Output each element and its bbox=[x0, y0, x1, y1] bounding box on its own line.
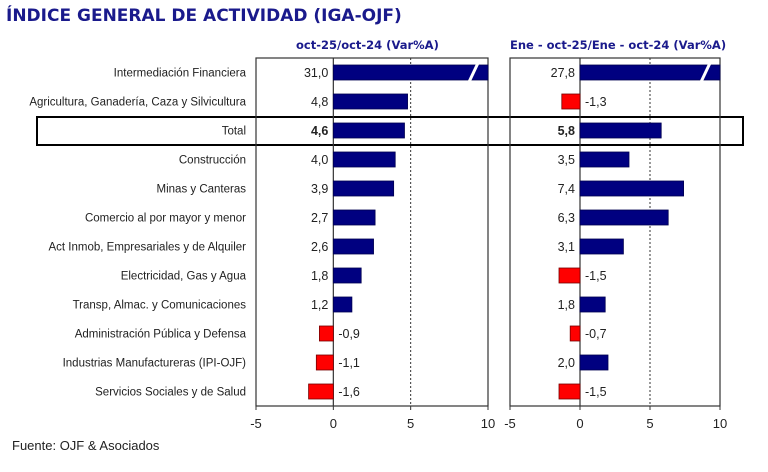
bar bbox=[332, 64, 489, 81]
data-label: 6,3 bbox=[558, 211, 575, 225]
category-label: Intermediación Financiera bbox=[114, 68, 247, 80]
chart-title: ÍNDICE GENERAL DE ACTIVIDAD (IGA-OJF) bbox=[6, 6, 402, 26]
bar bbox=[561, 93, 581, 110]
bar bbox=[308, 383, 334, 400]
tick-label: 0 bbox=[330, 416, 337, 431]
data-label: -0,9 bbox=[338, 327, 360, 341]
bar bbox=[579, 180, 684, 197]
data-label: -0,7 bbox=[585, 327, 607, 341]
tick-label: -5 bbox=[250, 416, 262, 431]
tick-label: 10 bbox=[713, 416, 727, 431]
data-label: 1,8 bbox=[311, 269, 328, 283]
right-panel-title: Ene - oct-25/Ene - oct-24 (Var%A) bbox=[510, 38, 727, 52]
axis-break-mark bbox=[699, 62, 712, 83]
data-label: -1,1 bbox=[338, 356, 360, 370]
bar bbox=[332, 209, 376, 226]
category-label: Administración Pública y Defensa bbox=[75, 329, 247, 341]
data-label: 1,2 bbox=[311, 298, 328, 312]
data-label: 1,8 bbox=[558, 298, 575, 312]
bar bbox=[332, 122, 405, 139]
data-label: -1,6 bbox=[338, 385, 360, 399]
category-label: Industrias Manufactureras (IPI-OJF) bbox=[63, 358, 247, 370]
tick-label: 5 bbox=[646, 416, 653, 431]
axis-break-mark bbox=[467, 62, 480, 83]
category-label: Comercio al por mayor y menor bbox=[85, 213, 246, 225]
left-panel-title: oct-25/oct-24 (Var%A) bbox=[296, 38, 439, 52]
bar bbox=[315, 354, 334, 371]
bar bbox=[569, 325, 581, 342]
category-label: Minas y Canteras bbox=[157, 184, 247, 196]
bar bbox=[579, 238, 624, 255]
data-label: -1,5 bbox=[585, 269, 607, 283]
tick-label: 10 bbox=[481, 416, 495, 431]
data-label: 2,0 bbox=[558, 356, 575, 370]
bar bbox=[558, 267, 581, 284]
bar bbox=[319, 325, 334, 342]
data-label: 31,0 bbox=[304, 66, 328, 80]
data-label: 4,8 bbox=[311, 95, 328, 109]
category-label: Construcción bbox=[179, 155, 246, 167]
bar bbox=[558, 383, 581, 400]
data-label: 2,7 bbox=[311, 211, 328, 225]
bar bbox=[579, 354, 609, 371]
data-label: 3,5 bbox=[558, 153, 575, 167]
data-label: 2,6 bbox=[311, 240, 328, 254]
data-label: -1,3 bbox=[585, 95, 607, 109]
tick-label: 5 bbox=[407, 416, 414, 431]
bar bbox=[579, 64, 721, 81]
source-note: Fuente: OJF & Asociados bbox=[12, 438, 160, 453]
data-label: 3,1 bbox=[558, 240, 575, 254]
data-label: 4,0 bbox=[311, 153, 328, 167]
bar bbox=[332, 93, 408, 110]
plot-frame bbox=[509, 57, 721, 407]
data-label: 7,4 bbox=[558, 182, 575, 196]
tick-label: 0 bbox=[576, 416, 583, 431]
bar bbox=[332, 267, 362, 284]
bar bbox=[579, 151, 630, 168]
plot-frame bbox=[255, 57, 489, 407]
total-highlight-box bbox=[36, 116, 744, 146]
category-label: Transp, Almac. y Comunicaciones bbox=[73, 300, 247, 312]
category-label: Electricidad, Gas y Agua bbox=[121, 271, 247, 283]
bar bbox=[332, 296, 353, 313]
tick-label: -5 bbox=[504, 416, 516, 431]
data-label: 4,6 bbox=[311, 124, 328, 138]
data-label: 3,9 bbox=[311, 182, 328, 196]
category-label: Servicios Sociales y de Salud bbox=[95, 387, 246, 399]
bar bbox=[332, 180, 395, 197]
bar bbox=[579, 296, 606, 313]
data-label: -1,5 bbox=[585, 385, 607, 399]
bar bbox=[579, 122, 662, 139]
category-label: Agricultura, Ganadería, Caza y Silvicult… bbox=[29, 97, 246, 109]
bar bbox=[332, 151, 396, 168]
bar bbox=[579, 209, 669, 226]
bar bbox=[332, 238, 374, 255]
category-label: Act Inmob, Empresariales y de Alquiler bbox=[48, 242, 246, 254]
data-label: 5,8 bbox=[558, 124, 575, 138]
data-label: 27,8 bbox=[551, 66, 575, 80]
category-label: Total bbox=[222, 126, 246, 138]
